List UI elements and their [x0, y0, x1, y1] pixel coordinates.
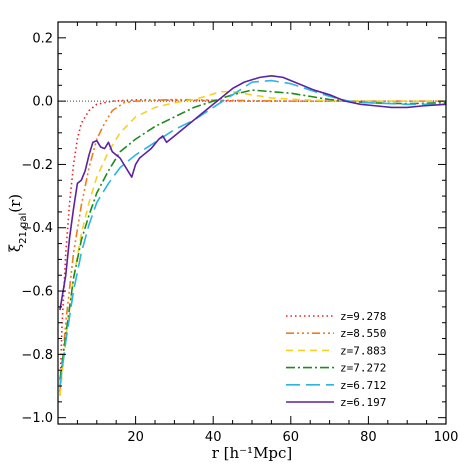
- y-tick-label: −0.6: [21, 285, 53, 300]
- legend-label-4: z=7.272: [340, 362, 386, 375]
- x-tick-label: 100: [434, 430, 459, 445]
- series-line-1: [59, 99, 446, 396]
- y-tick-label: −0.4: [21, 221, 53, 236]
- y-axis-label-subscript: 21,gal: [18, 213, 29, 244]
- y-axis-label-symbol: ξ: [6, 244, 24, 252]
- y-axis-label: ξ21,gal(r): [6, 194, 29, 252]
- series-line-4: [59, 89, 446, 380]
- legend-label-5: z=6.712: [340, 379, 386, 392]
- series-line-5: [59, 79, 446, 387]
- legend: z=9.278 z=8.550 z=7.883 z=7.272 z=6.712 z=6.1…: [286, 310, 386, 409]
- x-tick-label: 20: [127, 430, 144, 445]
- y-tick-label: −1.0: [21, 411, 53, 426]
- y-tick-label: −0.2: [21, 158, 53, 173]
- axes-ticks: 20 40 60 80 100 −1.0 −0.8 −0.6 −0.4 −0.2 0.0 0.2: [21, 22, 458, 445]
- legend-label-3: z=7.883: [340, 344, 386, 357]
- plot-area: [57, 21, 447, 425]
- y-tick-label: 0.2: [32, 31, 53, 46]
- series-group: [59, 75, 446, 396]
- series-line-6: [59, 75, 446, 311]
- y-tick-label: 0.0: [32, 95, 53, 110]
- legend-label-1: z=9.278: [340, 310, 386, 323]
- x-tick-label: 40: [205, 430, 222, 445]
- legend-label-6: z=6.197: [340, 396, 386, 409]
- x-tick-label: 80: [360, 430, 377, 445]
- y-tick-label: −0.8: [21, 348, 53, 363]
- x-axis-label: r [h⁻¹Mpc]: [212, 444, 293, 462]
- x-tick-label: 60: [283, 430, 300, 445]
- series-line-3: [59, 90, 446, 396]
- series-line-2: [59, 98, 446, 393]
- legend-label-2: z=8.550: [340, 327, 386, 340]
- y-axis-label-suffix: (r): [6, 194, 24, 213]
